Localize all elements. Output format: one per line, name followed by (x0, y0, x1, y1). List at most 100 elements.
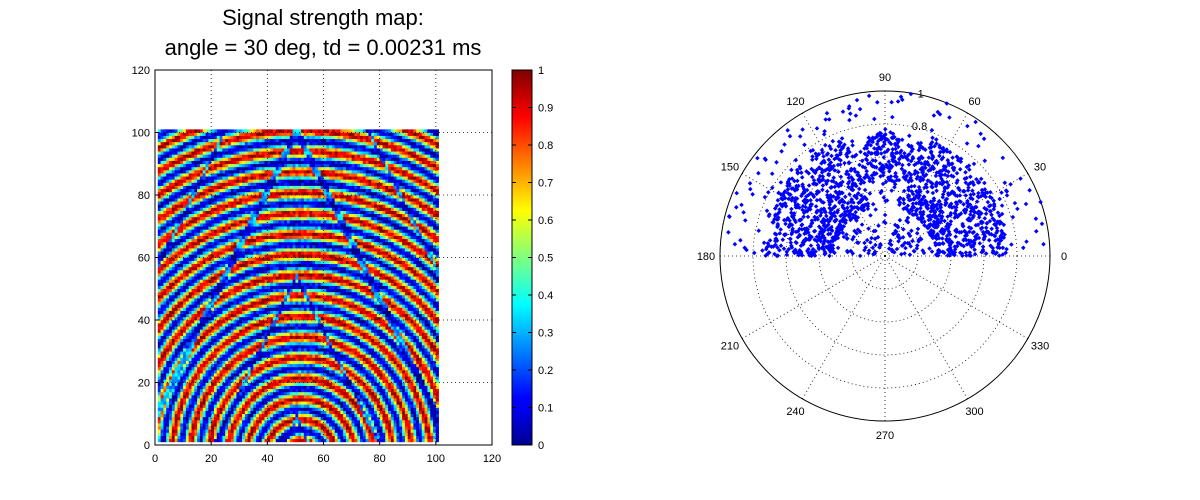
heatmap-cell (213, 179, 218, 183)
heatmap-cell (286, 351, 291, 355)
heatmap-cell (208, 232, 212, 236)
heatmap-cell (191, 220, 195, 224)
heatmap-cell (228, 216, 232, 221)
heatmap-cell (236, 182, 240, 186)
heatmap-cell (247, 266, 251, 271)
heatmap-cell (278, 245, 282, 249)
heatmap-cell (180, 298, 184, 302)
heatmap-cell (211, 238, 215, 243)
heatmap-cell (295, 366, 299, 371)
heatmap-cell (191, 426, 195, 430)
heatmap-cell (275, 335, 279, 340)
heatmap-cell (250, 391, 254, 396)
heatmap-cell (188, 435, 192, 440)
heatmap-cell (202, 173, 206, 177)
heatmap-cell (191, 385, 195, 390)
heatmap-cell (239, 257, 243, 261)
heatmap-cell (264, 357, 268, 361)
heatmap-cell (171, 363, 175, 368)
heatmap-cell (272, 438, 277, 443)
heatmap-cell (219, 195, 223, 199)
heatmap-cell (211, 216, 215, 221)
heatmap-cell (199, 188, 204, 193)
heatmap-cell (225, 163, 229, 168)
heatmap-cell (239, 229, 243, 233)
heatmap-cell (295, 270, 299, 274)
heatmap-cell (284, 210, 288, 215)
heatmap-cell (177, 132, 181, 136)
heatmap-cell (233, 195, 237, 199)
heatmap-cell (199, 285, 204, 290)
heatmap-cell (281, 201, 285, 205)
heatmap-cell (211, 235, 215, 240)
heatmap-cell (244, 220, 248, 224)
heatmap-cell (278, 170, 282, 174)
heatmap-cell (278, 251, 282, 255)
heatmap-cell (205, 363, 209, 368)
heatmap-cell (264, 263, 268, 268)
heatmap-cell (163, 438, 167, 443)
heatmap-cell (261, 263, 265, 268)
heatmap-cell (247, 379, 251, 383)
heatmap-cell (225, 176, 229, 180)
heatmap-cell (292, 207, 296, 211)
heatmap-cell (157, 241, 161, 246)
heatmap-cell (205, 391, 209, 396)
heatmap-cell (216, 195, 220, 199)
heatmap-cell (270, 316, 274, 321)
heatmap-cell (202, 435, 206, 440)
heatmap-cell (180, 138, 184, 143)
heatmap-cell (264, 301, 268, 305)
heatmap-cell (284, 157, 288, 161)
heatmap-cell (205, 166, 209, 171)
heatmap-cell (286, 254, 291, 258)
heatmap-cell (199, 310, 204, 315)
heatmap-cell (211, 223, 215, 227)
heatmap-cell (180, 129, 184, 133)
heatmap-cell (278, 270, 282, 274)
heatmap-cell (160, 226, 164, 230)
heatmap-cell (169, 198, 173, 202)
heatmap-cell (264, 382, 268, 386)
heatmap-cell (267, 257, 271, 261)
heatmap-cell (202, 354, 206, 358)
heatmap-cell (157, 160, 161, 165)
heatmap-cell (228, 207, 232, 211)
heatmap-cell (219, 316, 223, 321)
heatmap-cell (191, 160, 195, 165)
heatmap-cell (267, 263, 271, 268)
heatmap-cell (194, 323, 198, 327)
heatmap-cell (211, 301, 215, 305)
heatmap-cell (213, 204, 218, 208)
heatmap-cell (213, 357, 218, 361)
heatmap-cell (225, 366, 229, 371)
heatmap-cell (247, 382, 251, 386)
heatmap-cell (253, 395, 257, 399)
heatmap-cell (295, 388, 299, 393)
heatmap-cell (219, 332, 223, 336)
heatmap-cell (233, 316, 237, 321)
heatmap-cell (163, 210, 167, 215)
heatmap-cell (228, 345, 232, 349)
heatmap-cell (225, 407, 229, 411)
heatmap-cell (225, 354, 229, 358)
heatmap-cell (242, 373, 246, 377)
heatmap-cell (281, 148, 285, 152)
heatmap-cell (163, 332, 167, 336)
heatmap-cell (166, 288, 170, 293)
heatmap-cell (191, 345, 195, 349)
heatmap-cell (278, 138, 282, 143)
heatmap-cell (171, 288, 175, 293)
heatmap-cell (194, 173, 198, 177)
heatmap-cell (163, 285, 167, 290)
heatmap-cell (222, 360, 226, 365)
heatmap-cell (281, 426, 285, 430)
heatmap-cell (281, 382, 285, 386)
heatmap-cell (157, 223, 161, 227)
heatmap-cell (202, 260, 206, 265)
heatmap-cell (236, 370, 240, 374)
heatmap-cell (275, 248, 279, 252)
heatmap-cell (183, 351, 187, 355)
heatmap-cell (166, 195, 170, 199)
heatmap-cell (284, 135, 288, 140)
